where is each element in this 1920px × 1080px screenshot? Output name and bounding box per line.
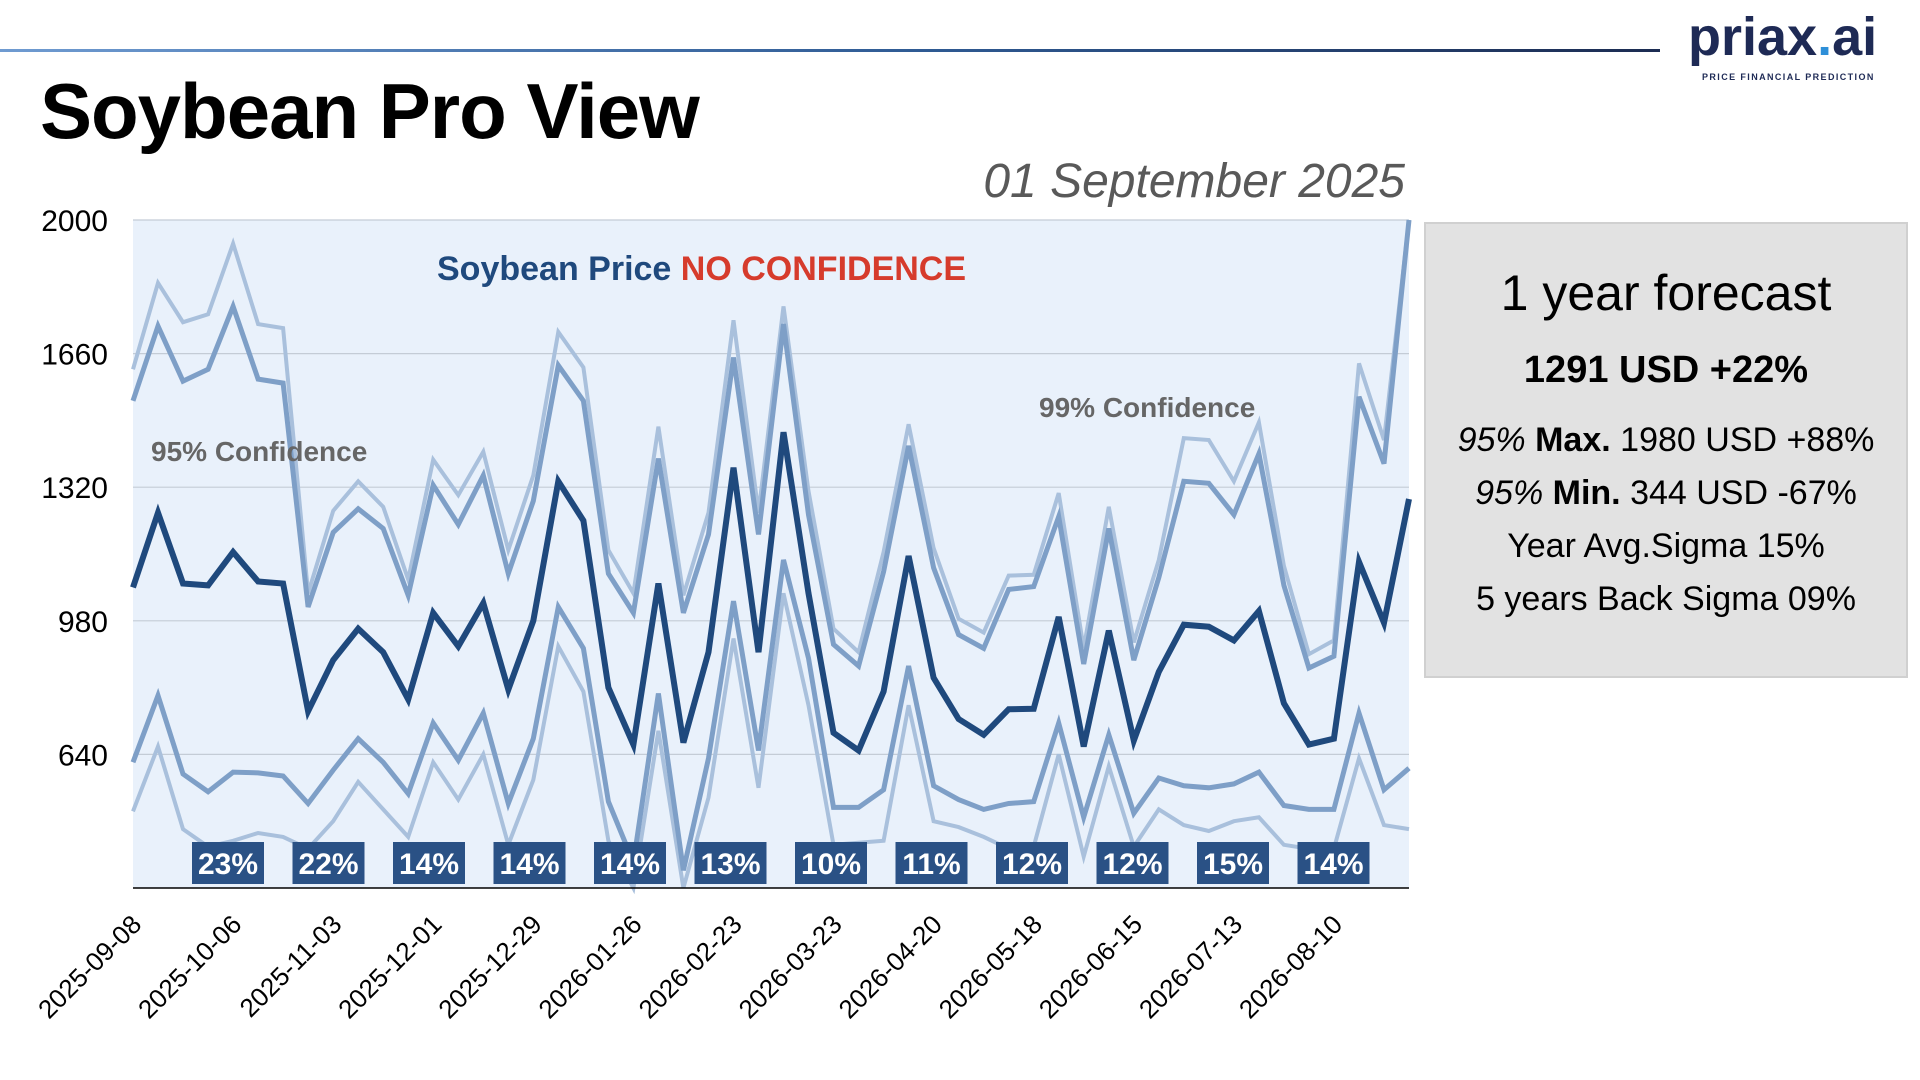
report-date: 01 September 2025: [983, 155, 1405, 208]
annotation-95-confidence: 95% Confidence: [151, 436, 367, 467]
forecast-min-value: 344 USD -67%: [1630, 474, 1857, 512]
y-tick-label: 1320: [41, 472, 108, 505]
x-tick-label: 2025-09-08: [32, 909, 147, 1024]
forecast-max-row: 95% Max. 1980 USD +88%: [1426, 414, 1906, 467]
sigma-badge: [192, 842, 264, 884]
sigma-badge-label: 12%: [1102, 848, 1162, 881]
sigma-badge: [393, 842, 465, 884]
page-title: Soybean Pro View: [40, 67, 700, 155]
sigma-badge-label: 14%: [399, 848, 459, 881]
sigma-badge: [694, 842, 767, 884]
x-tick-label: 2026-05-18: [933, 909, 1048, 1024]
sigma-badge-label: 12%: [1002, 848, 1062, 881]
x-tick-label: 2025-10-06: [132, 909, 247, 1024]
annotation-99-confidence: 99% Confidence: [1039, 392, 1255, 423]
x-tick-label: 2026-04-20: [833, 909, 948, 1024]
sigma-badge: [1297, 842, 1370, 884]
sigma-badge-label: 14%: [600, 848, 660, 881]
sigma-badge-label: 23%: [198, 848, 258, 881]
series-line-95-lower: [130, 559, 1411, 872]
sigma-badge: [493, 842, 566, 884]
forecast-max-label: Max.: [1535, 421, 1611, 459]
forecast-min-prefix: 95%: [1475, 474, 1544, 512]
y-tick-label: 980: [58, 606, 108, 639]
header-rule: [0, 49, 1660, 52]
forecast-min-label: Min.: [1552, 474, 1621, 512]
logo-tagline: PRICE FINANCIAL PREDICTION: [1702, 72, 1875, 82]
sigma-badge: [1096, 842, 1169, 884]
x-tick-label: 2025-11-03: [234, 909, 348, 1023]
x-tick-label: 2026-03-23: [732, 909, 847, 1024]
chart-title-warning: NO CONFIDENCE: [681, 250, 966, 288]
x-tick-label: 2026-07-13: [1133, 909, 1248, 1024]
sigma-badge-label: 11%: [902, 848, 960, 881]
x-tick-label: 2025-12-29: [432, 909, 547, 1024]
logo-wordmark: priax.ai: [1688, 7, 1878, 67]
chart-title: Soybean Price NO CONFIDENCE: [437, 250, 966, 288]
x-tick-label: 2026-08-10: [1233, 909, 1348, 1024]
sigma-badge: [594, 842, 666, 884]
brand-logo: priax.ai PRICE FINANCIAL PREDICTION: [1688, 10, 1888, 86]
x-tick-label: 2026-02-23: [632, 909, 747, 1024]
forecast-max-value: 1980 USD +88%: [1620, 421, 1875, 459]
sigma-badge-label: 14%: [1303, 848, 1363, 881]
y-tick-label: 2000: [41, 205, 108, 238]
forecast-panel: 1 year forecast 1291 USD +22% 95% Max. 1…: [1424, 222, 1908, 678]
forecast-price: 1291 USD +22%: [1523, 349, 1809, 391]
series-line-95-upper: [130, 219, 1412, 672]
forecast-back-sigma: 5 years Back Sigma 09%: [1476, 580, 1856, 618]
sigma-badge: [292, 842, 365, 884]
sigma-badge-label: 15%: [1203, 848, 1263, 881]
x-tick-label: 2025-12-01: [332, 909, 447, 1024]
sigma-badge: [1197, 842, 1269, 884]
sigma-badge-label: 10%: [801, 848, 861, 881]
sigma-badge-label: 14%: [499, 848, 559, 881]
y-tick-label: 1660: [41, 339, 108, 372]
series-line-soybean-price: [130, 431, 1412, 756]
chart-title-main: Soybean Price: [437, 250, 671, 288]
sigma-badge-label: 13%: [700, 848, 760, 881]
sigma-badge: [895, 842, 968, 884]
x-tick-label: 2026-01-26: [532, 909, 647, 1024]
sigma-badge: [996, 842, 1068, 884]
sigma-badge-label: 22%: [298, 848, 358, 881]
sigma-badge: [795, 842, 867, 884]
forecast-min-row: 95% Min. 344 USD -67%: [1426, 467, 1906, 520]
forecast-title: 1 year forecast: [1500, 265, 1832, 321]
x-tick-label: 2026-06-15: [1033, 909, 1148, 1024]
forecast-max-prefix: 95%: [1457, 421, 1526, 459]
forecast-avg-sigma: Year Avg.Sigma 15%: [1507, 527, 1825, 565]
y-tick-label: 640: [58, 739, 108, 772]
series-line-99-lower: [131, 592, 1410, 895]
